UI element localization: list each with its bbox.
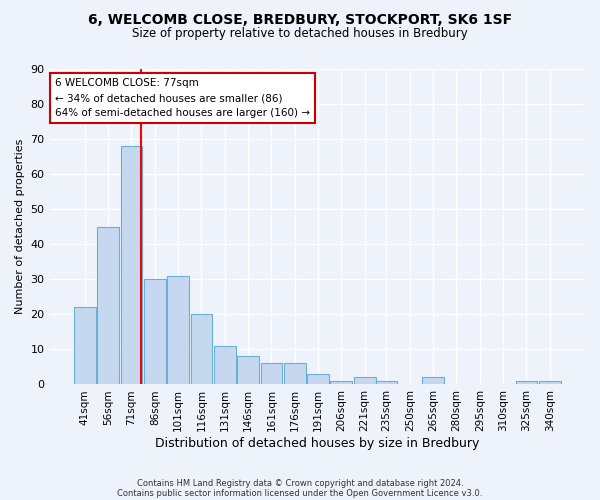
Text: 6, WELCOMB CLOSE, BREDBURY, STOCKPORT, SK6 1SF: 6, WELCOMB CLOSE, BREDBURY, STOCKPORT, S… xyxy=(88,12,512,26)
Bar xyxy=(167,276,189,384)
Bar xyxy=(331,381,352,384)
Bar xyxy=(191,314,212,384)
Bar xyxy=(214,346,236,385)
X-axis label: Distribution of detached houses by size in Bredbury: Distribution of detached houses by size … xyxy=(155,437,479,450)
Bar xyxy=(284,364,305,384)
Bar xyxy=(422,378,444,384)
Bar xyxy=(237,356,259,384)
Bar xyxy=(515,381,538,384)
Bar xyxy=(376,381,397,384)
Y-axis label: Number of detached properties: Number of detached properties xyxy=(15,139,25,314)
Text: Size of property relative to detached houses in Bredbury: Size of property relative to detached ho… xyxy=(132,28,468,40)
Bar xyxy=(97,226,119,384)
Bar xyxy=(144,280,166,384)
Bar xyxy=(121,146,142,384)
Bar xyxy=(354,378,376,384)
Text: 6 WELCOMB CLOSE: 77sqm
← 34% of detached houses are smaller (86)
64% of semi-det: 6 WELCOMB CLOSE: 77sqm ← 34% of detached… xyxy=(55,78,310,118)
Text: Contains public sector information licensed under the Open Government Licence v3: Contains public sector information licen… xyxy=(118,488,482,498)
Text: Contains HM Land Registry data © Crown copyright and database right 2024.: Contains HM Land Registry data © Crown c… xyxy=(137,478,463,488)
Bar xyxy=(539,381,560,384)
Bar xyxy=(260,364,282,384)
Bar xyxy=(307,374,329,384)
Bar xyxy=(74,308,95,384)
